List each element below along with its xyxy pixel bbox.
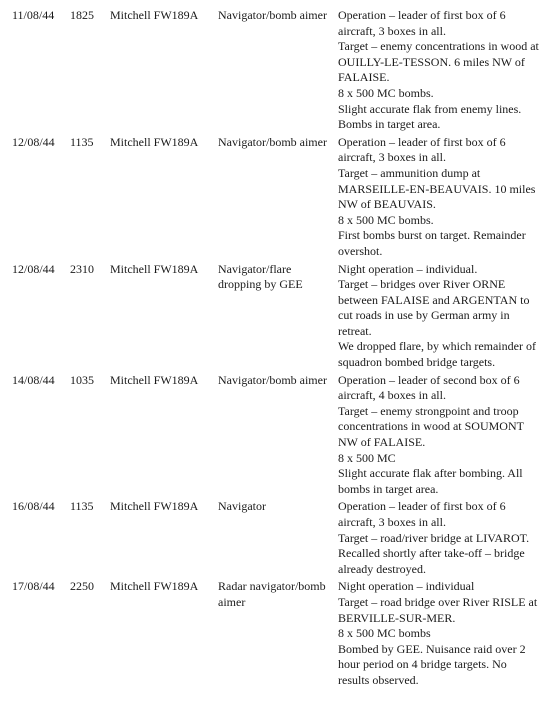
description-line: Slight accurate flak from enemy lines. B… <box>338 102 540 133</box>
description-cell: Operation – leader of first box of 6 air… <box>338 8 540 133</box>
description-line: Operation – leader of first box of 6 air… <box>338 8 540 39</box>
aircraft-cell: Mitchell FW189A <box>110 499 218 515</box>
description-line: We dropped flare, by which remainder of … <box>338 339 540 370</box>
description-line: Target – ammunition dump at MARSEILLE-EN… <box>338 166 540 213</box>
description-line: 8 x 500 MC bombs <box>338 626 540 642</box>
description-line: Target – bridges over River ORNE between… <box>338 277 540 339</box>
log-row: 14/08/441035Mitchell FW189ANavigator/bom… <box>12 373 540 498</box>
description-line: First bombs burst on target. Remainder o… <box>338 228 540 259</box>
role-cell: Navigator/bomb aimer <box>218 373 338 389</box>
description-line: Bombed by GEE. Nuisance raid over 2 hour… <box>338 642 540 689</box>
description-cell: Operation – leader of first box of 6 air… <box>338 499 540 577</box>
description-line: Target – road/river bridge at LIVAROT. R… <box>338 531 540 578</box>
aircraft-cell: Mitchell FW189A <box>110 262 218 278</box>
date-cell: 12/08/44 <box>12 262 70 278</box>
description-line: Slight accurate flak after bombing. All … <box>338 466 540 497</box>
date-cell: 12/08/44 <box>12 135 70 151</box>
role-cell: Radar navigator/bomb aimer <box>218 579 338 610</box>
description-cell: Operation – leader of first box of 6 air… <box>338 135 540 260</box>
description-cell: Night operation – individual.Target – br… <box>338 262 540 371</box>
role-cell: Navigator/bomb aimer <box>218 135 338 151</box>
log-row: 11/08/441825Mitchell FW189ANavigator/bom… <box>12 8 540 133</box>
log-row: 12/08/441135Mitchell FW189ANavigator/bom… <box>12 135 540 260</box>
date-cell: 14/08/44 <box>12 373 70 389</box>
description-line: 8 x 500 MC bombs. <box>338 86 540 102</box>
date-cell: 11/08/44 <box>12 8 70 24</box>
description-line: Operation – leader of second box of 6 ai… <box>338 373 540 404</box>
date-cell: 17/08/44 <box>12 579 70 595</box>
log-row: 16/08/441135Mitchell FW189ANavigatorOper… <box>12 499 540 577</box>
time-cell: 1035 <box>70 373 110 389</box>
role-cell: Navigator <box>218 499 338 515</box>
time-cell: 2250 <box>70 579 110 595</box>
description-line: Target – enemy concentrations in wood at… <box>338 39 540 86</box>
description-line: Target – road bridge over River RISLE at… <box>338 595 540 626</box>
description-line: Night operation – individual <box>338 579 540 595</box>
time-cell: 1135 <box>70 499 110 515</box>
log-row: 12/08/442310Mitchell FW189ANavigator/fla… <box>12 262 540 371</box>
description-line: Night operation – individual. <box>338 262 540 278</box>
description-cell: Night operation – individualTarget – roa… <box>338 579 540 688</box>
time-cell: 1825 <box>70 8 110 24</box>
description-line: Operation – leader of first box of 6 air… <box>338 499 540 530</box>
description-line: 8 x 500 MC <box>338 451 540 467</box>
role-cell: Navigator/bomb aimer <box>218 8 338 24</box>
log-row: 17/08/442250Mitchell FW189ARadar navigat… <box>12 579 540 688</box>
aircraft-cell: Mitchell FW189A <box>110 373 218 389</box>
description-cell: Operation – leader of second box of 6 ai… <box>338 373 540 498</box>
flight-log-table: 11/08/441825Mitchell FW189ANavigator/bom… <box>12 8 540 689</box>
description-line: Operation – leader of first box of 6 air… <box>338 135 540 166</box>
time-cell: 1135 <box>70 135 110 151</box>
time-cell: 2310 <box>70 262 110 278</box>
aircraft-cell: Mitchell FW189A <box>110 135 218 151</box>
description-line: 8 x 500 MC bombs. <box>338 213 540 229</box>
role-cell: Navigator/flare dropping by GEE <box>218 262 338 293</box>
aircraft-cell: Mitchell FW189A <box>110 8 218 24</box>
date-cell: 16/08/44 <box>12 499 70 515</box>
aircraft-cell: Mitchell FW189A <box>110 579 218 595</box>
description-line: Target – enemy strongpoint and troop con… <box>338 404 540 451</box>
